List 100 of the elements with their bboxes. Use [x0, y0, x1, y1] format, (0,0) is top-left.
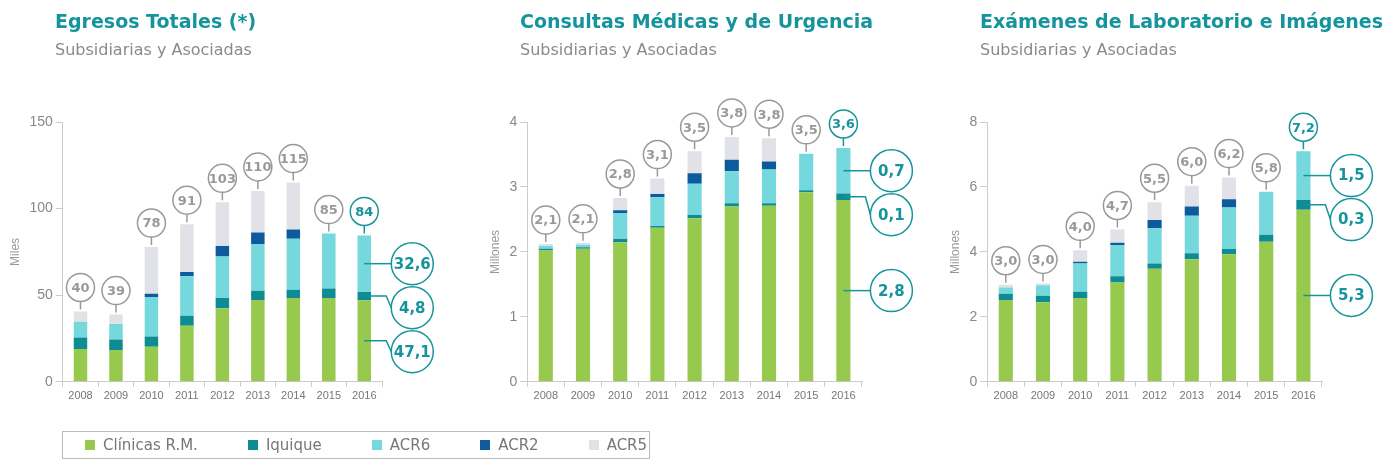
total-label: 3,8 — [720, 105, 744, 121]
total-label: 103 — [208, 170, 236, 186]
x-tick-label: 2015 — [1253, 389, 1279, 402]
bar — [322, 297, 336, 382]
total-label: 85 — [319, 201, 338, 217]
bar — [799, 192, 814, 382]
bar — [1073, 263, 1088, 292]
bar — [613, 212, 628, 239]
total-label: 39 — [106, 282, 126, 298]
bar — [1184, 185, 1199, 207]
bar — [322, 288, 336, 298]
bar — [1184, 253, 1199, 260]
total-label: 6,0 — [1180, 154, 1204, 170]
total-label: 7,2 — [1291, 119, 1315, 135]
total-label: 5,8 — [1254, 160, 1278, 176]
data-label: 5,3 — [1338, 286, 1365, 305]
bar — [144, 296, 159, 337]
bar — [215, 297, 230, 309]
bar — [1110, 282, 1125, 382]
x-tick-label: 2010 — [1067, 389, 1093, 402]
bar — [286, 229, 301, 239]
x-tick-label: 2008 — [68, 389, 93, 402]
bar — [1184, 215, 1199, 254]
bar — [687, 183, 702, 215]
x-tick-label: 2011 — [175, 389, 199, 402]
bar — [215, 202, 230, 247]
x-tick-label: 2013 — [245, 389, 271, 402]
x-tick-label: 2009 — [103, 389, 129, 402]
x-tick-label: 2009 — [1030, 389, 1056, 402]
bar — [215, 256, 230, 298]
y-axis-title: Miles — [7, 237, 22, 266]
total-label: 5,5 — [1143, 170, 1167, 186]
total-label: 3,5 — [683, 119, 707, 135]
bar — [322, 233, 336, 289]
y-tick-label: 100 — [29, 199, 53, 216]
bar — [1110, 245, 1125, 277]
bar — [144, 247, 159, 294]
bar — [1221, 177, 1237, 200]
chart-title: Egresos Totales (*) — [55, 10, 257, 32]
total-label: 3,1 — [645, 146, 669, 162]
bar — [357, 235, 371, 292]
y-tick-label: 50 — [37, 286, 53, 303]
chart-subtitle: Subsidiarias y Asociadas — [980, 40, 1177, 59]
bar — [1147, 268, 1162, 382]
x-tick-label: 2010 — [607, 389, 633, 402]
bar — [998, 284, 1013, 288]
bar — [1184, 206, 1199, 216]
total-label: 3,6 — [831, 116, 855, 132]
bar — [1221, 248, 1237, 255]
bar — [761, 203, 777, 206]
bar — [724, 136, 739, 160]
x-tick-label: 2010 — [139, 389, 164, 402]
chart-subtitle: Subsidiarias y Asociadas — [55, 40, 252, 59]
bar — [761, 205, 777, 382]
bar — [575, 248, 591, 382]
bar — [73, 348, 88, 382]
bar — [73, 337, 88, 349]
data-label: 2,8 — [878, 281, 905, 300]
x-tick-label: 2012 — [1142, 389, 1167, 402]
bar — [836, 199, 851, 382]
bar — [251, 232, 265, 244]
y-tick-label: 0 — [44, 372, 53, 389]
data-label: 4,8 — [398, 298, 426, 317]
y-tick-label: 2 — [969, 307, 978, 324]
x-tick-label: 2015 — [793, 389, 819, 402]
x-tick-label: 2014 — [1216, 389, 1242, 402]
y-tick-label: 1 — [509, 307, 518, 324]
bar — [538, 250, 553, 382]
data-label: 32,6 — [393, 254, 431, 273]
bar — [1259, 191, 1274, 235]
x-tick-label: 2012 — [682, 389, 707, 402]
y-tick-label: 0 — [969, 372, 978, 389]
bar — [251, 190, 265, 233]
x-tick-label: 2011 — [1105, 389, 1130, 402]
total-label: 3,5 — [794, 122, 818, 138]
bar — [1184, 259, 1199, 382]
x-tick-label: 2015 — [316, 389, 342, 402]
bar — [1035, 295, 1051, 303]
bar — [251, 290, 265, 301]
bar — [613, 238, 628, 243]
bar — [109, 349, 123, 382]
x-tick-label: 2012 — [210, 389, 235, 402]
y-tick-label: 8 — [969, 112, 978, 129]
legend-label: Clínicas R.M. — [102, 436, 198, 454]
bar — [1296, 151, 1311, 200]
x-tick-label: 2013 — [1179, 389, 1205, 402]
x-tick-label: 2013 — [719, 389, 745, 402]
bar — [1035, 285, 1051, 296]
bar — [724, 159, 739, 172]
legend-label: ACR5 — [605, 436, 648, 454]
bar — [1147, 220, 1162, 229]
total-label: 6,2 — [1217, 145, 1241, 161]
data-label: 0,1 — [878, 205, 905, 224]
bar — [1259, 241, 1274, 382]
bar — [998, 299, 1013, 382]
bar — [724, 171, 739, 204]
x-tick-label: 2009 — [570, 389, 596, 402]
bar — [180, 271, 194, 277]
bar — [109, 323, 123, 340]
bar — [180, 224, 194, 272]
